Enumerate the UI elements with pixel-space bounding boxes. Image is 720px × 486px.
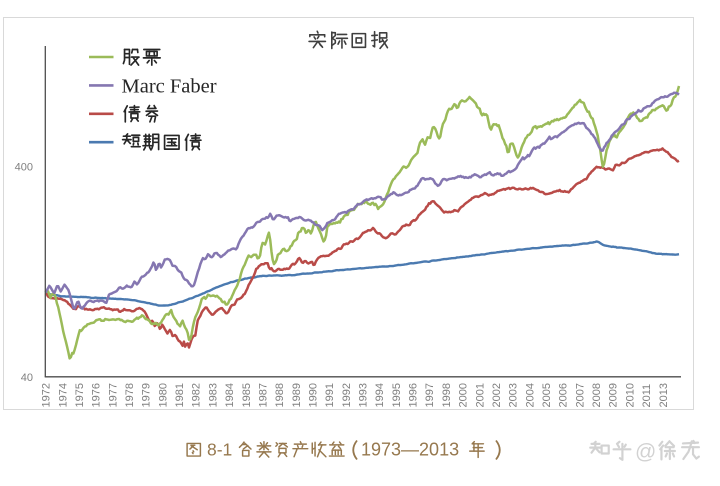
- svg-text:1995: 1995: [391, 383, 403, 407]
- svg-text:1984: 1984: [224, 383, 236, 407]
- svg-text:2010: 2010: [624, 383, 636, 407]
- svg-text:Marc Faber: Marc Faber: [122, 75, 217, 97]
- svg-text:1982: 1982: [191, 383, 203, 407]
- svg-text:1981: 1981: [174, 383, 186, 407]
- svg-text:2001: 2001: [474, 383, 486, 407]
- svg-text:1988: 1988: [274, 383, 286, 407]
- svg-text:2009: 2009: [608, 383, 620, 407]
- svg-text:2000: 2000: [458, 383, 470, 407]
- svg-text:2008: 2008: [591, 383, 603, 407]
- svg-text:2002: 2002: [491, 383, 503, 407]
- svg-text:1979: 1979: [141, 383, 153, 407]
- svg-text:40: 40: [21, 372, 33, 384]
- svg-text:1977: 1977: [107, 383, 119, 407]
- svg-text:2007: 2007: [574, 383, 586, 407]
- svg-text:1992: 1992: [341, 383, 353, 407]
- svg-text:@: @: [635, 441, 656, 464]
- svg-text:1975: 1975: [74, 383, 86, 407]
- svg-text:1991: 1991: [324, 383, 336, 407]
- svg-text:400: 400: [15, 162, 33, 174]
- svg-text:1989: 1989: [291, 383, 303, 407]
- svg-text:1997: 1997: [424, 383, 436, 407]
- svg-text:1996: 1996: [408, 383, 420, 407]
- svg-text:1990: 1990: [308, 383, 320, 407]
- svg-text:1980: 1980: [157, 383, 169, 407]
- svg-text:2004: 2004: [524, 383, 536, 407]
- svg-text:2006: 2006: [558, 383, 570, 407]
- svg-text:1978: 1978: [124, 383, 136, 407]
- svg-text:2003: 2003: [508, 383, 520, 407]
- svg-text:2011: 2011: [641, 384, 653, 408]
- svg-text:1973—2013: 1973—2013: [361, 440, 459, 460]
- svg-text:1985: 1985: [241, 383, 253, 407]
- svg-text:1974: 1974: [57, 383, 69, 407]
- svg-text:1994: 1994: [374, 383, 386, 407]
- svg-text:1972: 1972: [41, 383, 53, 407]
- svg-text:1976: 1976: [91, 383, 103, 407]
- svg-text:1983: 1983: [207, 383, 219, 407]
- svg-text:2005: 2005: [541, 383, 553, 407]
- svg-text:1998: 1998: [441, 383, 453, 407]
- svg-text:1993: 1993: [358, 383, 370, 407]
- svg-text:1987: 1987: [257, 383, 269, 407]
- svg-text:8-1: 8-1: [207, 440, 232, 460]
- svg-text:2013: 2013: [658, 383, 670, 407]
